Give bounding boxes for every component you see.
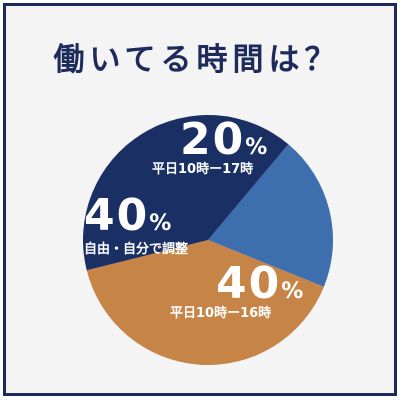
- pie-slice-weekday-10-16: [86, 240, 324, 365]
- slice-unit-weekday-10-16: %: [281, 279, 304, 304]
- slice-label-weekday-10-17: 20% 平日10時ー17時: [152, 118, 268, 178]
- pie-slice-free: [83, 114, 289, 271]
- slice-name-weekday-10-16: 平日10時ー16時: [170, 306, 272, 321]
- chart-title: 働いてる時間は？: [53, 42, 341, 78]
- slice-label-weekday-10-16: 40% 平日10時ー16時: [170, 262, 304, 322]
- slice-value-weekday-10-16: 40: [216, 258, 282, 309]
- slice-name-weekday-10-17: 平日10時ー17時: [152, 162, 254, 177]
- slice-unit-free: %: [149, 211, 172, 236]
- slice-value-weekday-10-17: 20: [180, 114, 246, 165]
- slice-value-free: 40: [84, 190, 150, 241]
- pie-slice-weekday-10-17: [208, 144, 333, 287]
- slice-unit-weekday-10-17: %: [245, 135, 268, 160]
- slice-label-free: 40% 自由・自分で調整: [84, 194, 188, 258]
- slice-name-free: 自由・自分で調整: [84, 242, 189, 257]
